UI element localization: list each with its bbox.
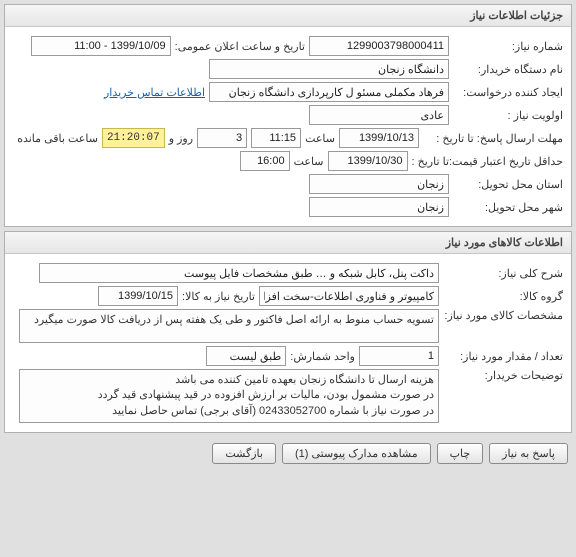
min-credit-label: حداقل تاریخ اعتبار قیمت: [453,155,563,168]
min-credit-time [240,151,290,171]
buyer-notes-label: توضیحات خریدار: [443,369,563,382]
need-info-panel: جزئیات اطلاعات نیاز شماره نیاز: تاریخ و … [4,4,572,227]
response-deadline-time [251,128,301,148]
attachments-button[interactable]: مشاهده مدارک پیوستی (1) [282,443,431,464]
need-items-body: شرح کلی نیاز: گروه کالا: تاریخ نیاز به ک… [5,254,571,432]
days-remaining [197,128,247,148]
general-desc-label: شرح کلی نیاز: [443,267,563,280]
print-button[interactable]: چاپ [437,443,484,464]
delivery-province-field [309,174,449,194]
respond-button[interactable]: پاسخ به نیاز [489,443,568,464]
public-announce-field [31,36,171,56]
need-items-panel: اطلاعات کالاهای مورد نیاز شرح کلی نیاز: … [4,231,572,433]
time-word-2: ساعت [294,155,324,168]
buyer-org-label: نام دستگاه خریدار: [453,63,563,76]
general-desc-field [39,263,439,283]
need-no-label: شماره نیاز: [453,40,563,53]
priority-field [309,105,449,125]
time-word-1: ساعت [305,132,335,145]
qty-label: تعداد / مقدار مورد نیاز: [443,350,563,363]
goods-group-field [259,286,439,306]
goods-spec-field: تسویه حساب منوط به ارائه اصل فاکتور و طی… [19,309,439,343]
delivery-city-label: شهر محل تحویل: [453,201,563,214]
public-announce-label: تاریخ و ساعت اعلان عمومی: [175,40,305,53]
unit-field [206,346,286,366]
action-bar: پاسخ به نیاز چاپ مشاهده مدارک پیوستی (1)… [0,437,576,470]
priority-label: اولویت نیاز : [453,109,563,122]
need-to-date-field [98,286,178,306]
min-credit-date [328,151,408,171]
response-deadline-date [339,128,419,148]
buyer-org-field [209,59,449,79]
response-deadline-label: مهلت ارسال پاسخ: تا تاریخ : [423,132,563,145]
buyer-contact-link[interactable]: اطلاعات تماس خریدار [104,86,205,99]
countdown-timer: 21:20:07 [102,128,165,148]
need-no-field[interactable] [309,36,449,56]
requester-field [209,82,449,102]
need-items-header: اطلاعات کالاهای مورد نیاز [5,232,571,254]
requester-label: ایجاد کننده درخواست: [453,86,563,99]
need-to-date-label: تاریخ نیاز به کالا: [182,290,255,303]
remaining-label: ساعت باقی مانده [17,132,98,145]
days-word: روز و [169,132,193,145]
unit-label: واحد شمارش: [290,350,355,363]
delivery-province-label: استان محل تحویل: [453,178,563,191]
min-credit-sub: تا تاریخ : [412,155,449,168]
buyer-notes-field: هزینه ارسال تا دانشگاه زنجان بعهده تامین… [19,369,439,423]
goods-group-label: گروه کالا: [443,290,563,303]
goods-spec-label: مشخصات کالای مورد نیاز: [443,309,563,322]
need-info-body: شماره نیاز: تاریخ و ساعت اعلان عمومی: نا… [5,27,571,226]
need-info-header: جزئیات اطلاعات نیاز [5,5,571,27]
delivery-city-field [309,197,449,217]
back-button[interactable]: بازگشت [212,443,276,464]
qty-field [359,346,439,366]
